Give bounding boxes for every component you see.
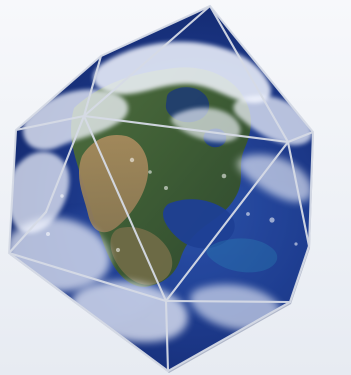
speckle (46, 232, 50, 236)
edge (208, 4, 290, 144)
cloud-northwest (22, 89, 129, 150)
cloud-speckles (46, 157, 298, 253)
edge (7, 210, 48, 255)
mexico-land (110, 226, 173, 285)
speckle (246, 212, 250, 216)
edge (82, 114, 290, 144)
edge (44, 114, 86, 214)
icosahedron-edges (7, 4, 315, 373)
cloud-south-east (190, 284, 281, 331)
edge (82, 54, 103, 118)
speckle (221, 173, 227, 179)
edge (7, 251, 168, 303)
edge (82, 4, 212, 118)
edge (14, 114, 86, 132)
speckle (294, 242, 298, 246)
caribbean-shallows (206, 238, 278, 273)
edge (286, 140, 311, 248)
speckle (115, 247, 121, 253)
edge (164, 299, 170, 373)
speckle (129, 157, 135, 163)
speckle (269, 217, 275, 223)
clouds (9, 41, 313, 343)
speckle (60, 194, 64, 198)
edge (164, 140, 290, 303)
cloud-west-coast (9, 151, 70, 234)
edge (164, 299, 292, 304)
speckle (164, 186, 168, 190)
edge (286, 130, 315, 144)
cloud-north (93, 41, 271, 104)
edge (82, 114, 168, 303)
speckle (148, 170, 152, 174)
